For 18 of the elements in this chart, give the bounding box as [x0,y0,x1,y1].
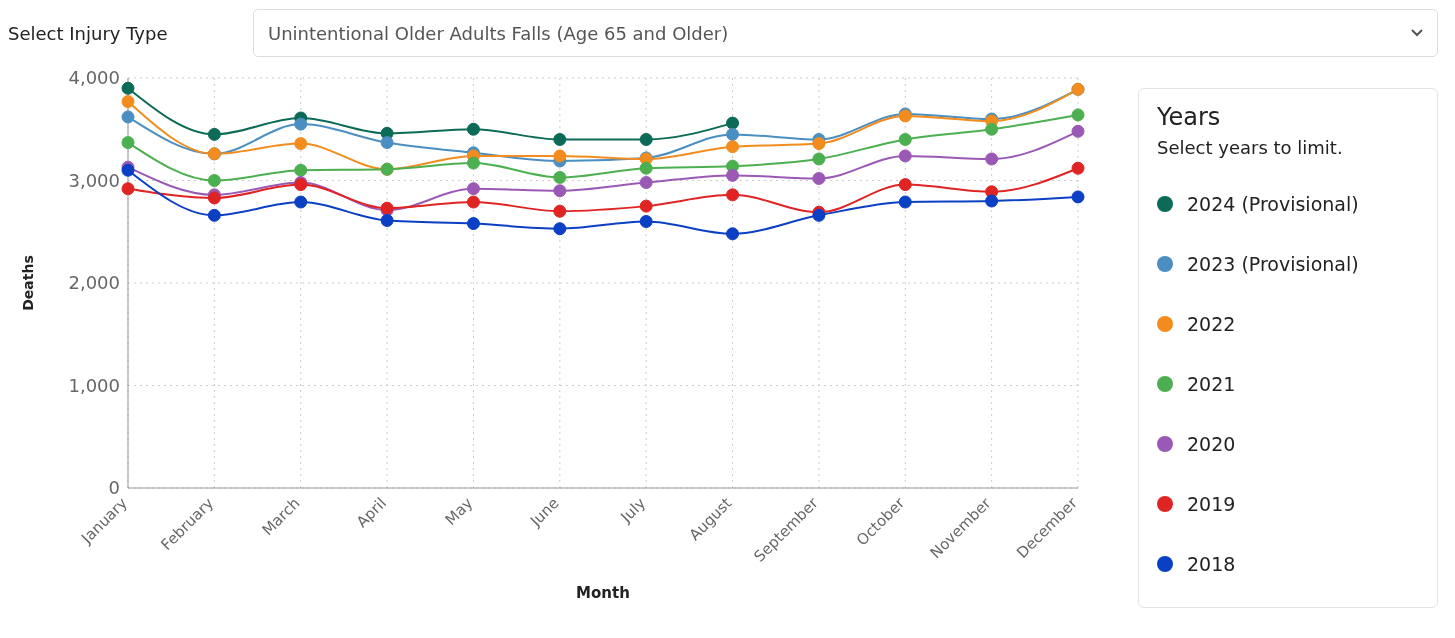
legend-label: 2019 [1186,492,1237,517]
x-axis-title: Month [576,584,630,602]
legend-label: 2023 (Provisional) [1186,252,1360,277]
y-tick-label: 1,000 [68,374,120,396]
y-tick-label: 0 [108,477,120,499]
legend-label: 2024 (Provisional) [1186,192,1360,217]
legend-label: 2018 [1186,552,1237,577]
y-tick-label: 3,000 [68,169,120,191]
legend-label: 2022 [1186,312,1237,337]
legend-title: Years [1157,103,1222,131]
text: Select Injury Type [8,22,169,44]
text: Select years to limit. [1157,137,1344,158]
y-tick-label: 2,000 [68,272,120,294]
y-tick-label: 4,000 [68,67,120,89]
legend-label: 2020 [1186,432,1237,457]
chart-title: Unintentional Older Adults Falls (Age 65 and Older) [268,22,729,44]
legend-label: 2021 [1186,372,1237,397]
y-axis-title: Deaths [19,255,36,311]
